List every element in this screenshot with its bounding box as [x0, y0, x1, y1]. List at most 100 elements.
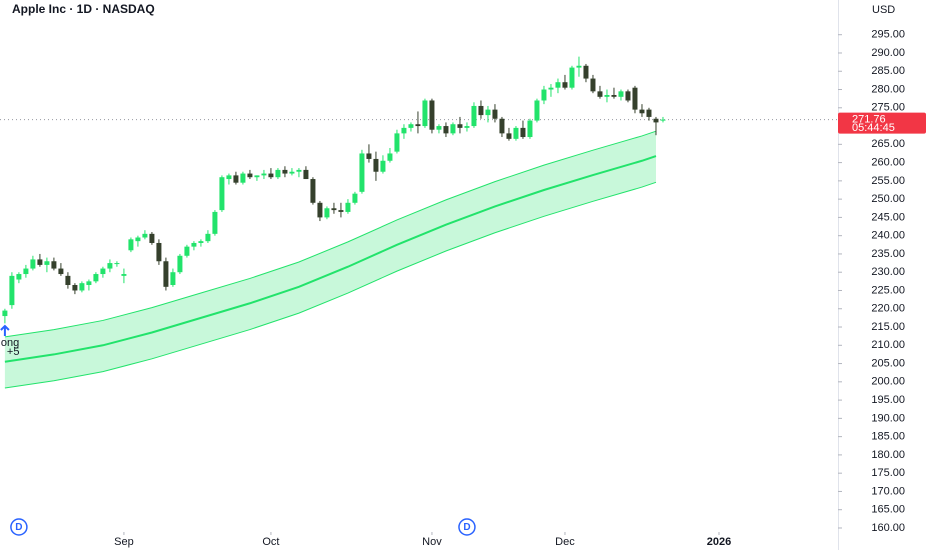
- candle-body: [590, 78, 596, 92]
- x-tick-label: Dec: [555, 536, 575, 548]
- candle-body: [100, 268, 106, 275]
- y-tick-label: 195.00: [871, 394, 905, 406]
- y-tick-label: 185.00: [871, 431, 905, 443]
- last-price-label: 271.76: [852, 114, 886, 126]
- y-tick-label: 175.00: [871, 467, 905, 479]
- candle-body: [72, 285, 78, 291]
- candle-body: [212, 211, 218, 234]
- candle-body: [275, 169, 281, 178]
- candle-body: [541, 89, 547, 101]
- candle-body: [107, 263, 113, 269]
- candle-body: [261, 173, 267, 176]
- candle-body: [310, 179, 316, 203]
- candle-body: [429, 100, 435, 130]
- last-price-tag: [838, 112, 926, 134]
- dividend-label: D: [15, 522, 22, 533]
- candle-body: [457, 124, 463, 128]
- candle-body: [387, 153, 393, 161]
- candle-body: [37, 259, 43, 265]
- candle-body: [513, 127, 519, 139]
- y-tick-label: 210.00: [871, 339, 905, 351]
- currency[interactable]: USD: [872, 4, 895, 16]
- candle-body: [191, 242, 197, 247]
- candle-body: [128, 239, 134, 251]
- candle-body: [660, 119, 666, 121]
- candle-body: [415, 124, 421, 127]
- y-tick-label: 170.00: [871, 485, 905, 497]
- candle-body: [618, 91, 624, 97]
- candle-body: [9, 275, 15, 306]
- candle-body: [30, 259, 36, 269]
- x-tick-label: Oct: [262, 536, 279, 548]
- candle-body: [625, 91, 631, 101]
- y-tick-label: 265.00: [871, 138, 905, 150]
- y-tick-label: 230.00: [871, 266, 905, 278]
- candle-body: [380, 160, 386, 172]
- candle-body: [548, 87, 554, 90]
- y-tick-label: 245.00: [871, 211, 905, 223]
- chart-title: Apple Inc · 1D · NASDAQ: [12, 2, 155, 16]
- candle-body: [464, 126, 470, 128]
- annotation: ong: [1, 337, 19, 349]
- candle-body: [268, 173, 274, 178]
- candle-body: [114, 263, 120, 265]
- candle-body: [324, 208, 330, 218]
- candle-body: [303, 169, 309, 180]
- candle-body: [65, 275, 71, 285]
- candle-body: [58, 268, 64, 275]
- candle-body: [79, 283, 85, 291]
- candle-body: [443, 126, 449, 134]
- band-lower: [4, 181, 657, 389]
- candle-body: [604, 95, 610, 97]
- candle-body: [485, 109, 491, 116]
- x-tick-label: Nov: [422, 536, 442, 548]
- candle-body: [226, 175, 232, 180]
- candle-body: [338, 210, 344, 212]
- x-tick-label: 2026: [707, 536, 731, 548]
- candle-body: [170, 272, 176, 285]
- candle-body: [632, 87, 638, 110]
- candle-body: [562, 82, 568, 88]
- y-tick-label: 260.00: [871, 157, 905, 169]
- candle-body: [163, 261, 169, 287]
- candle-body: [205, 233, 211, 242]
- countdown: 05:44:45: [852, 122, 895, 134]
- candle-body: [639, 109, 645, 114]
- candle-body: [296, 169, 302, 172]
- candle-body: [478, 105, 484, 116]
- y-tick-label: 160.00: [871, 522, 905, 534]
- y-tick-label: 235.00: [871, 248, 905, 260]
- candle-body: [282, 169, 288, 174]
- candle-body: [450, 124, 456, 134]
- y-tick-label: 215.00: [871, 321, 905, 333]
- band-middle: [4, 155, 657, 363]
- candle-body: [436, 126, 442, 130]
- candle-body: [520, 127, 526, 138]
- candle-body: [121, 274, 127, 276]
- y-tick-label: 240.00: [871, 230, 905, 242]
- candle-body: [527, 120, 533, 138]
- y-tick-label: 225.00: [871, 284, 905, 296]
- candle-body: [247, 173, 253, 178]
- annotation: +5: [7, 346, 20, 358]
- candle-body: [646, 109, 652, 117]
- candle-body: [177, 255, 183, 273]
- y-tick-label: 255.00: [871, 175, 905, 187]
- y-tick-label: 285.00: [871, 65, 905, 77]
- candle-body: [135, 237, 141, 242]
- candle-body: [597, 91, 603, 97]
- dividend-marker: [458, 518, 476, 536]
- y-tick-label: 250.00: [871, 193, 905, 205]
- candle-body: [198, 241, 204, 243]
- candle-body: [184, 246, 190, 256]
- y-tick-label: 295.00: [871, 29, 905, 41]
- signal-arrow: [0, 324, 10, 336]
- candle-body: [86, 281, 92, 285]
- candle-body: [93, 274, 99, 282]
- dividend-marker: [10, 518, 28, 536]
- candle-body: [408, 124, 414, 128]
- candle-body: [219, 177, 225, 211]
- y-tick-label: 275.00: [871, 102, 905, 114]
- candle-body: [471, 105, 477, 127]
